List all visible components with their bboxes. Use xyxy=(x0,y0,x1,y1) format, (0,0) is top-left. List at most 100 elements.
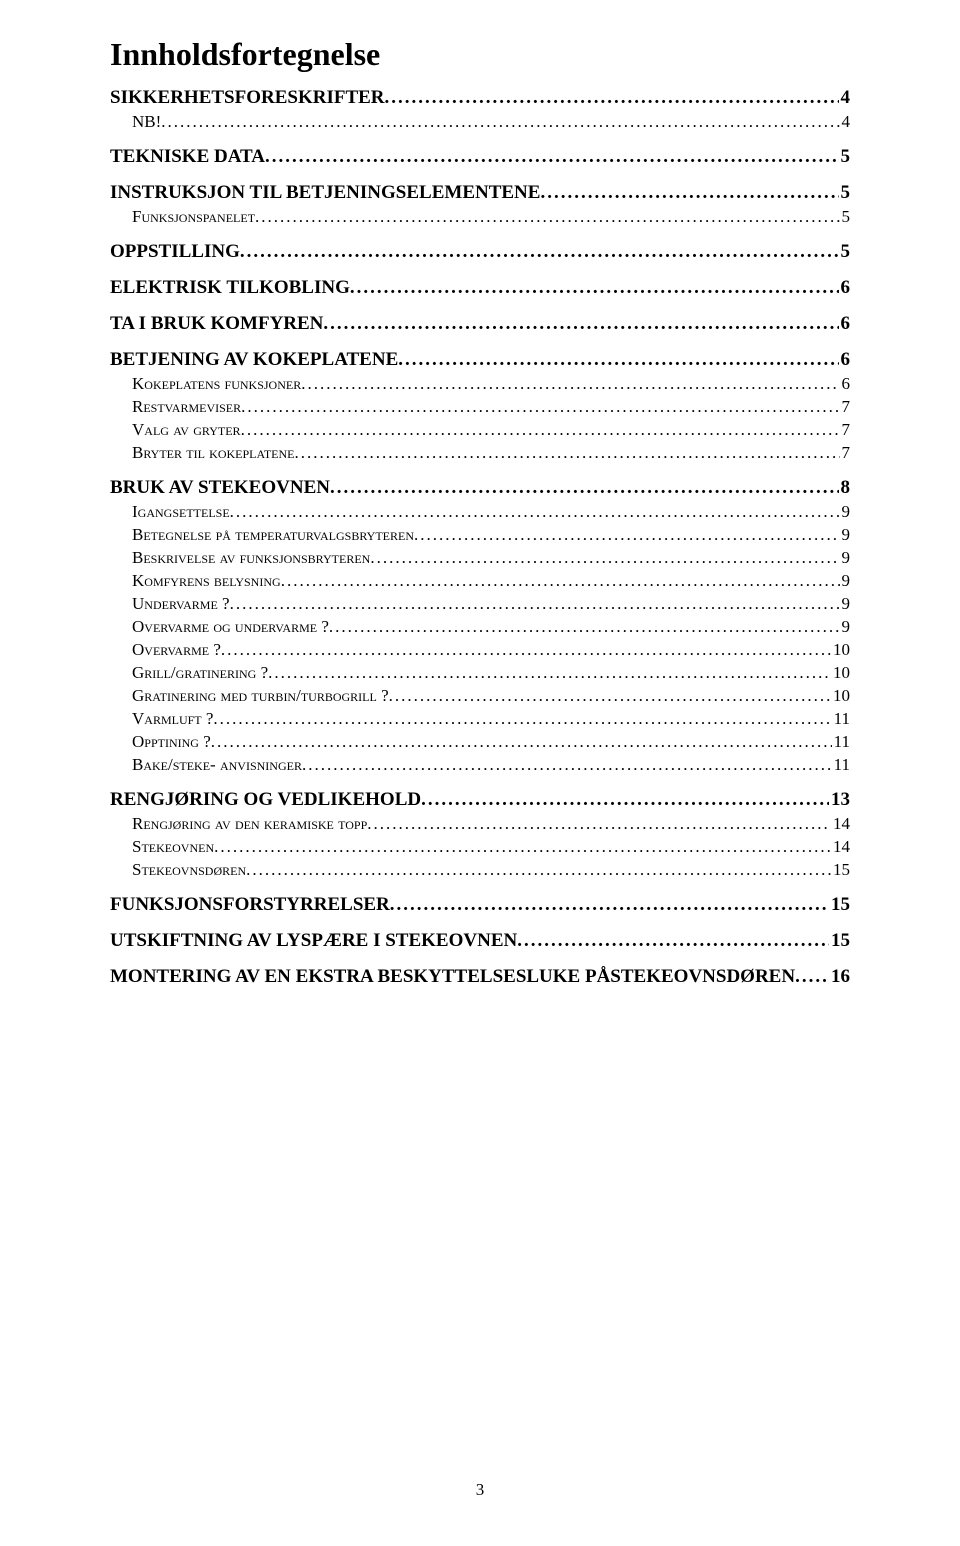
toc-leader-dots xyxy=(517,930,829,952)
toc-leader-dots xyxy=(241,420,840,440)
toc-entry-label: INSTRUKSJON TIL BETJENINGSELEMENTENE xyxy=(110,182,540,204)
toc-entry: Beskrivelse av funksjonsbryteren9 xyxy=(110,548,850,568)
toc-leader-dots xyxy=(221,640,831,660)
toc-entry-page: 9 xyxy=(840,594,851,614)
toc-entry-page: 5 xyxy=(839,146,851,168)
toc-leader-dots xyxy=(421,789,829,811)
toc-leader-dots xyxy=(301,374,839,394)
toc-entry-label: Undervarme ? xyxy=(132,594,230,614)
toc-entry: FUNKSJONSFORSTYRRELSER15 xyxy=(110,894,850,916)
toc-entry: Komfyrens belysning 9 xyxy=(110,571,850,591)
toc-leader-dots xyxy=(268,663,831,683)
toc-entry-page: 11 xyxy=(832,709,850,729)
toc-leader-dots xyxy=(214,837,831,857)
toc-entry-page: 11 xyxy=(832,732,850,752)
toc-entry: Gratinering med turbin/turbogrill ? 10 xyxy=(110,686,850,706)
toc-entry-label: Bake/steke- anvisninger xyxy=(132,755,302,775)
toc-entry: Grill/gratinering ? 10 xyxy=(110,663,850,683)
toc-entry-page: 10 xyxy=(831,640,850,660)
toc-leader-dots xyxy=(161,112,839,132)
toc-entry-page: 7 xyxy=(840,443,851,463)
toc-entry: OPPSTILLING5 xyxy=(110,241,850,263)
toc-entry: Rengjøring av den keramiske topp14 xyxy=(110,814,850,834)
toc-entry-label: Rengjøring av den keramiske topp xyxy=(132,814,367,834)
toc-leader-dots xyxy=(265,146,838,168)
toc-entry-page: 9 xyxy=(840,571,851,591)
toc-entry-label: Betegnelse på temperaturvalgsbryteren xyxy=(132,525,414,545)
toc-entry: Igangsettelse9 xyxy=(110,502,850,522)
toc-leader-dots xyxy=(230,502,840,522)
toc-leader-dots xyxy=(255,207,839,227)
toc-entry-label: UTSKIFTNING AV LYSPÆRE I STEKEOVNEN xyxy=(110,930,517,952)
toc-leader-dots xyxy=(350,277,839,299)
toc-leader-dots xyxy=(390,894,829,916)
toc-entry-label: Bryter til kokeplatene xyxy=(132,443,295,463)
toc-entry: RENGJØRING OG VEDLIKEHOLD 13 xyxy=(110,789,850,811)
toc-entry-label: Valg av gryter xyxy=(132,420,241,440)
toc-entry-label: Opptining ? xyxy=(132,732,211,752)
toc-entry: Funksjonspanelet5 xyxy=(110,207,850,227)
toc-entry: Undervarme ? 9 xyxy=(110,594,850,614)
toc-entry-label: BRUK AV STEKEOVNEN xyxy=(110,477,330,499)
toc-entry-label: Varmluft ? xyxy=(132,709,213,729)
toc-entry: SIKKERHETSFORESKRIFTER 4 xyxy=(110,87,850,109)
toc-entry-page: 15 xyxy=(831,860,850,880)
toc-entry-label: Overvarme ? xyxy=(132,640,221,660)
toc-entry-label: RENGJØRING OG VEDLIKEHOLD xyxy=(110,789,421,811)
toc-entry: MONTERING AV EN EKSTRA BESKYTTELSESLUKE … xyxy=(110,966,850,988)
toc-leader-dots xyxy=(241,397,839,417)
toc-entry: Betegnelse på temperaturvalgsbryteren9 xyxy=(110,525,850,545)
toc-leader-dots xyxy=(240,241,839,263)
toc-leader-dots xyxy=(385,87,839,109)
toc-entry-page: 6 xyxy=(840,374,851,394)
toc-leader-dots xyxy=(389,686,831,706)
toc-entry: BETJENING AV KOKEPLATENE6 xyxy=(110,349,850,371)
toc-entry: Opptining ? 11 xyxy=(110,732,850,752)
toc-entry-page: 16 xyxy=(829,966,850,988)
document-page: Innholdsfortegnelse SIKKERHETSFORESKRIFT… xyxy=(0,0,960,1546)
toc-leader-dots xyxy=(398,349,838,371)
toc-leader-dots xyxy=(302,755,832,775)
toc-entry: Stekeovnen14 xyxy=(110,837,850,857)
toc-entry-page: 10 xyxy=(831,663,850,683)
toc-entry-page: 7 xyxy=(840,397,851,417)
toc-entry-page: 9 xyxy=(840,617,851,637)
toc-leader-dots xyxy=(323,313,838,335)
toc-entry: Stekeovnsdøren 15 xyxy=(110,860,850,880)
toc-entry-label: Beskrivelse av funksjonsbryteren xyxy=(132,548,370,568)
toc-entry-label: Grill/gratinering ? xyxy=(132,663,268,683)
toc-entry-label: Igangsettelse xyxy=(132,502,230,522)
toc-entry-page: 13 xyxy=(829,789,850,811)
toc-entry: NB! 4 xyxy=(110,112,850,132)
toc-entry-page: 6 xyxy=(839,349,851,371)
toc-entry: Bake/steke- anvisninger 11 xyxy=(110,755,850,775)
toc-entry-label: Komfyrens belysning xyxy=(132,571,281,591)
toc-entry-label: Gratinering med turbin/turbogrill ? xyxy=(132,686,389,706)
toc-entry-label: SIKKERHETSFORESKRIFTER xyxy=(110,87,385,109)
toc-leader-dots xyxy=(295,443,840,463)
toc-entry-label: MONTERING AV EN EKSTRA BESKYTTELSESLUKE … xyxy=(110,966,795,988)
toc-entry-label: FUNKSJONSFORSTYRRELSER xyxy=(110,894,390,916)
toc-entry: Overvarme og undervarme ?9 xyxy=(110,617,850,637)
toc-leader-dots xyxy=(370,548,839,568)
toc-leader-dots xyxy=(246,860,831,880)
toc-entry: TEKNISKE DATA5 xyxy=(110,146,850,168)
toc-title: Innholdsfortegnelse xyxy=(110,36,850,73)
toc-entry-label: ELEKTRISK TILKOBLING xyxy=(110,277,350,299)
toc-entry-page: 4 xyxy=(839,87,851,109)
toc-entry-page: 10 xyxy=(831,686,850,706)
toc-entry-page: 11 xyxy=(832,755,850,775)
toc-entry-label: NB! xyxy=(132,112,161,132)
toc-entry-label: TA I BRUK KOMFYREN xyxy=(110,313,323,335)
toc-entry-page: 5 xyxy=(839,182,851,204)
toc-leader-dots xyxy=(329,617,840,637)
toc-leader-dots xyxy=(230,594,840,614)
toc-entry: ELEKTRISK TILKOBLING6 xyxy=(110,277,850,299)
toc-leader-dots xyxy=(795,966,829,988)
toc-entry-page: 4 xyxy=(840,112,851,132)
toc-entry-label: Stekeovnsdøren xyxy=(132,860,246,880)
toc-entry-page: 6 xyxy=(839,313,851,335)
toc-entry: INSTRUKSJON TIL BETJENINGSELEMENTENE 5 xyxy=(110,182,850,204)
toc-entry-page: 14 xyxy=(831,837,850,857)
toc-leader-dots xyxy=(540,182,838,204)
